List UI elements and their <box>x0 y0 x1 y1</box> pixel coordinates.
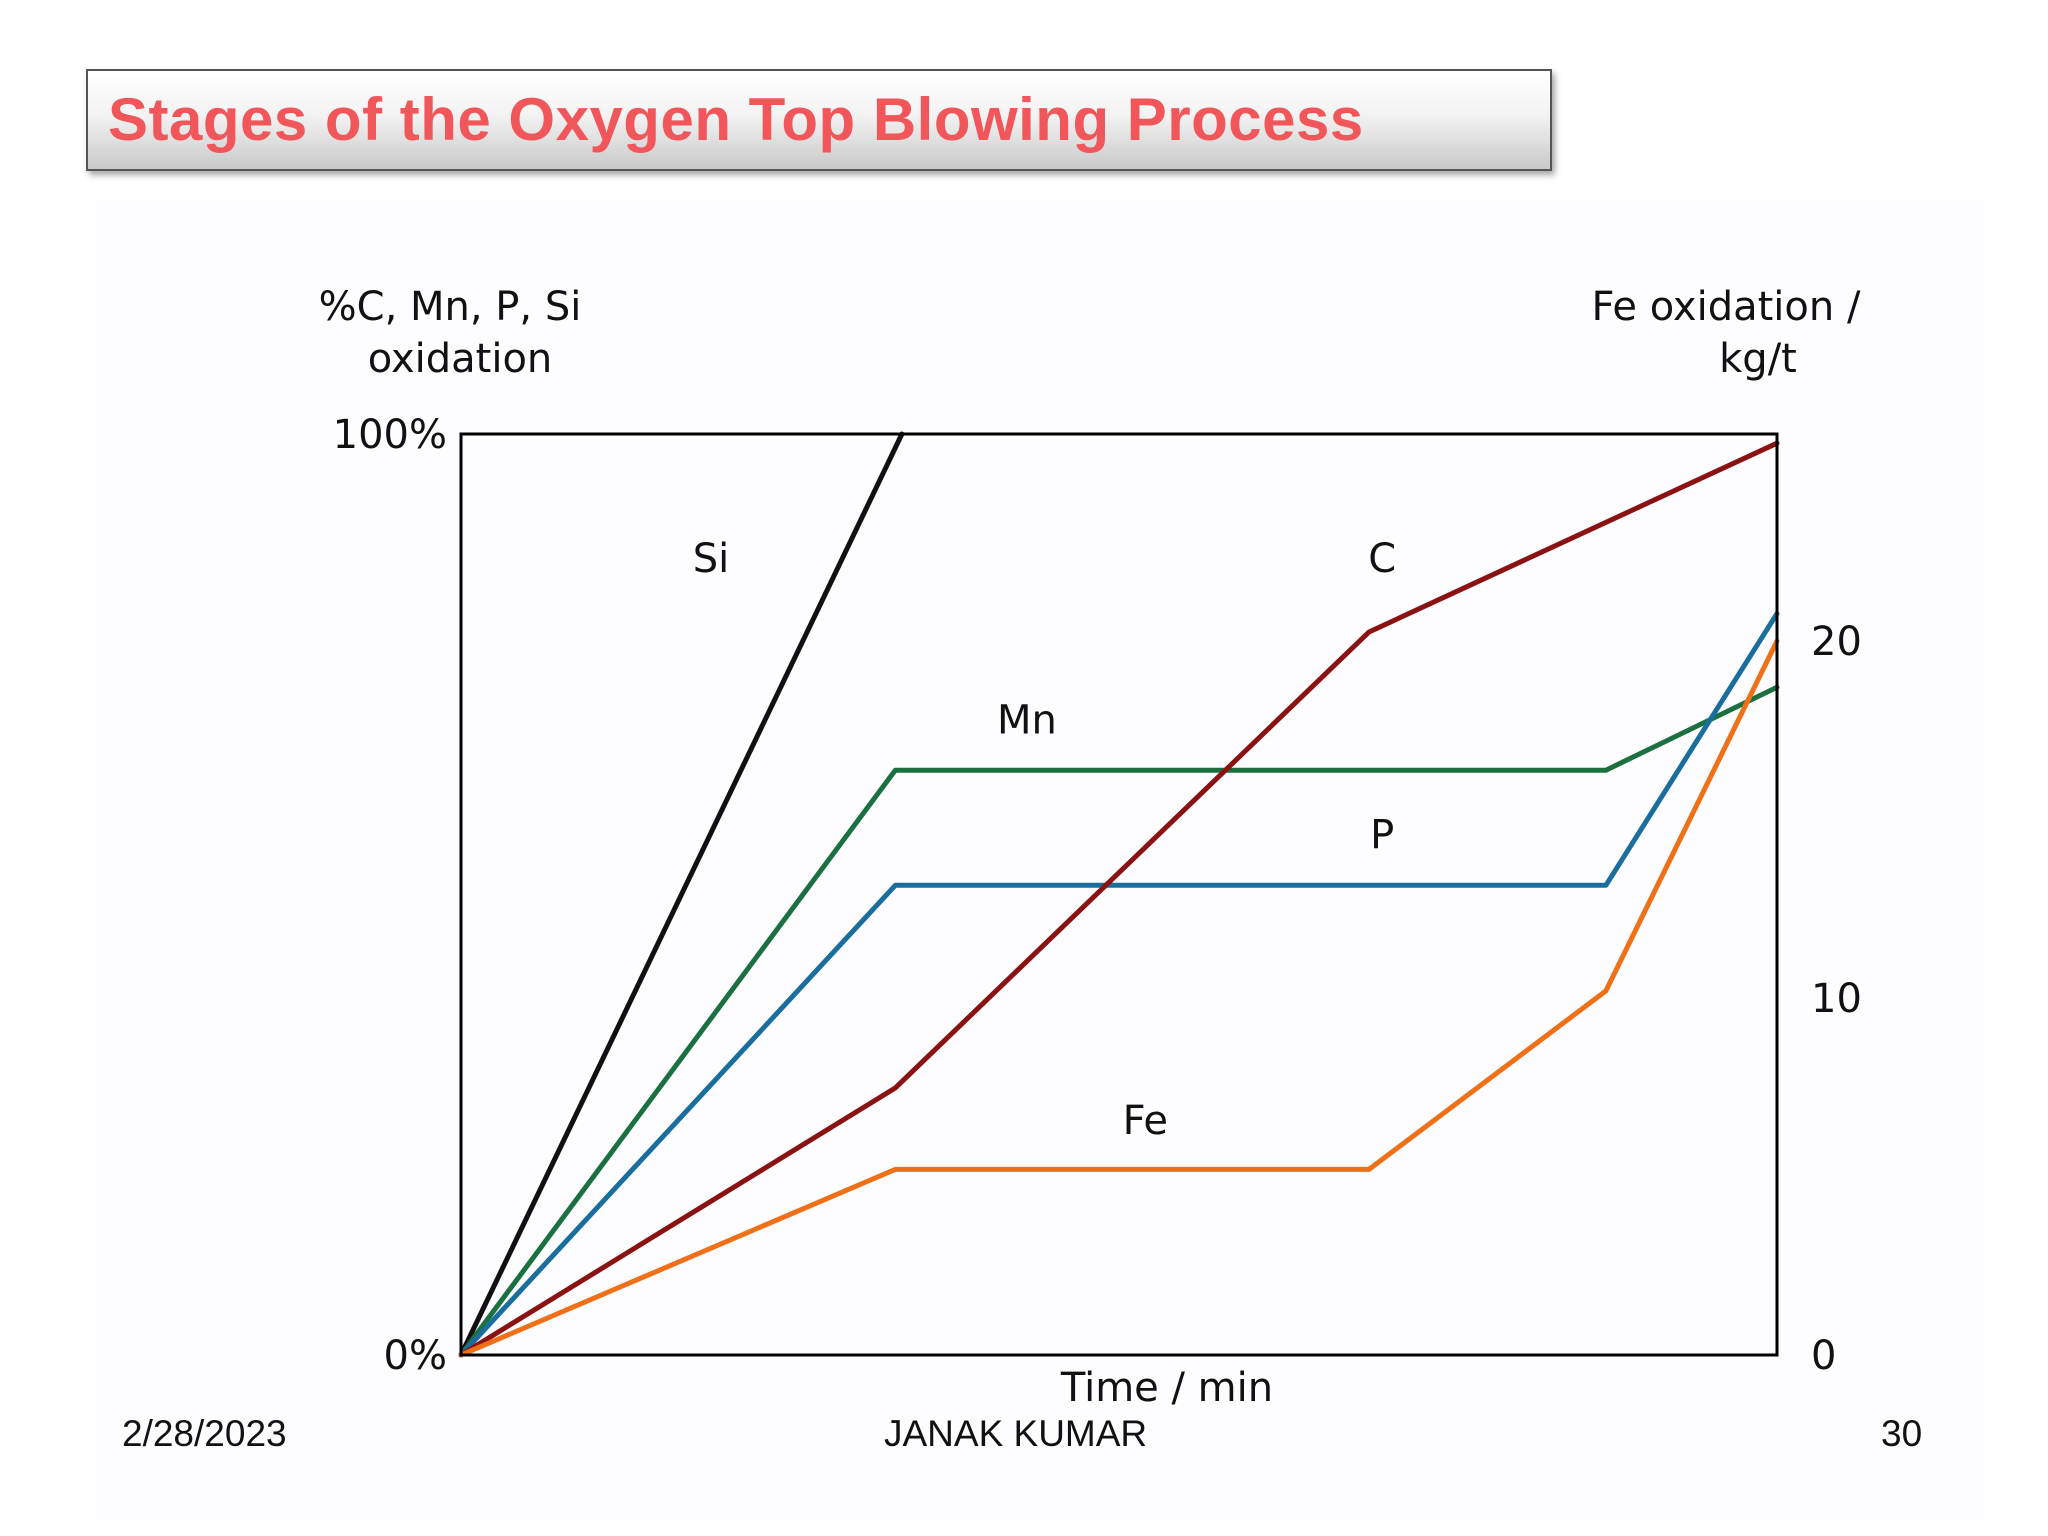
left-tick-label: 0% <box>384 1333 447 1379</box>
x-axis-title: Time / min <box>1060 1365 1273 1411</box>
footer-author: JANAK KUMAR <box>884 1413 1148 1454</box>
series-label-p: P <box>1370 812 1394 858</box>
series-label-fe: Fe <box>1123 1098 1168 1144</box>
series-label-mn: Mn <box>997 697 1057 743</box>
series-line-mn <box>458 684 1780 1358</box>
series-layer <box>458 431 1780 1358</box>
plot-frame <box>459 432 1779 1357</box>
right-tick-label: 0 <box>1811 1333 1836 1379</box>
left-axis-title-line-1: %C, Mn, P, Si <box>319 284 582 330</box>
title-box: Stages of the Oxygen Top Blowing Process <box>86 69 1552 171</box>
chart-area: Si Mn P C Fe 0% 100% 0 10 20 %C, Mn, P, Si oxidat… <box>95 200 1985 1520</box>
oxidation-chart: Si Mn P C Fe 0% 100% 0 10 20 %C, Mn, P, Si oxidat… <box>319 284 1862 1411</box>
right-axis-title-line-1: Fe oxidation / <box>1592 284 1861 330</box>
series-line-c <box>458 440 1780 1358</box>
series-label-c: C <box>1368 536 1396 582</box>
label-layer: Si Mn P C Fe 0% 100% 0 10 20 <box>333 412 1862 1379</box>
left-tick-label: 100% <box>333 412 447 458</box>
slide-title: Stages of the Oxygen Top Blowing Process <box>108 86 1364 153</box>
series-label-si: Si <box>693 536 730 582</box>
series-line-fe <box>458 638 1780 1358</box>
footer-date: 2/28/2023 <box>122 1413 287 1454</box>
series-line-p <box>458 611 1780 1358</box>
series-line-si <box>458 431 905 1358</box>
right-tick-label: 10 <box>1811 976 1862 1022</box>
left-axis-title-line-2: oxidation <box>368 336 553 382</box>
right-tick-label: 20 <box>1811 619 1862 665</box>
slide-number: 30 <box>1881 1413 1923 1454</box>
right-axis-title-line-2: kg/t <box>1719 336 1797 382</box>
